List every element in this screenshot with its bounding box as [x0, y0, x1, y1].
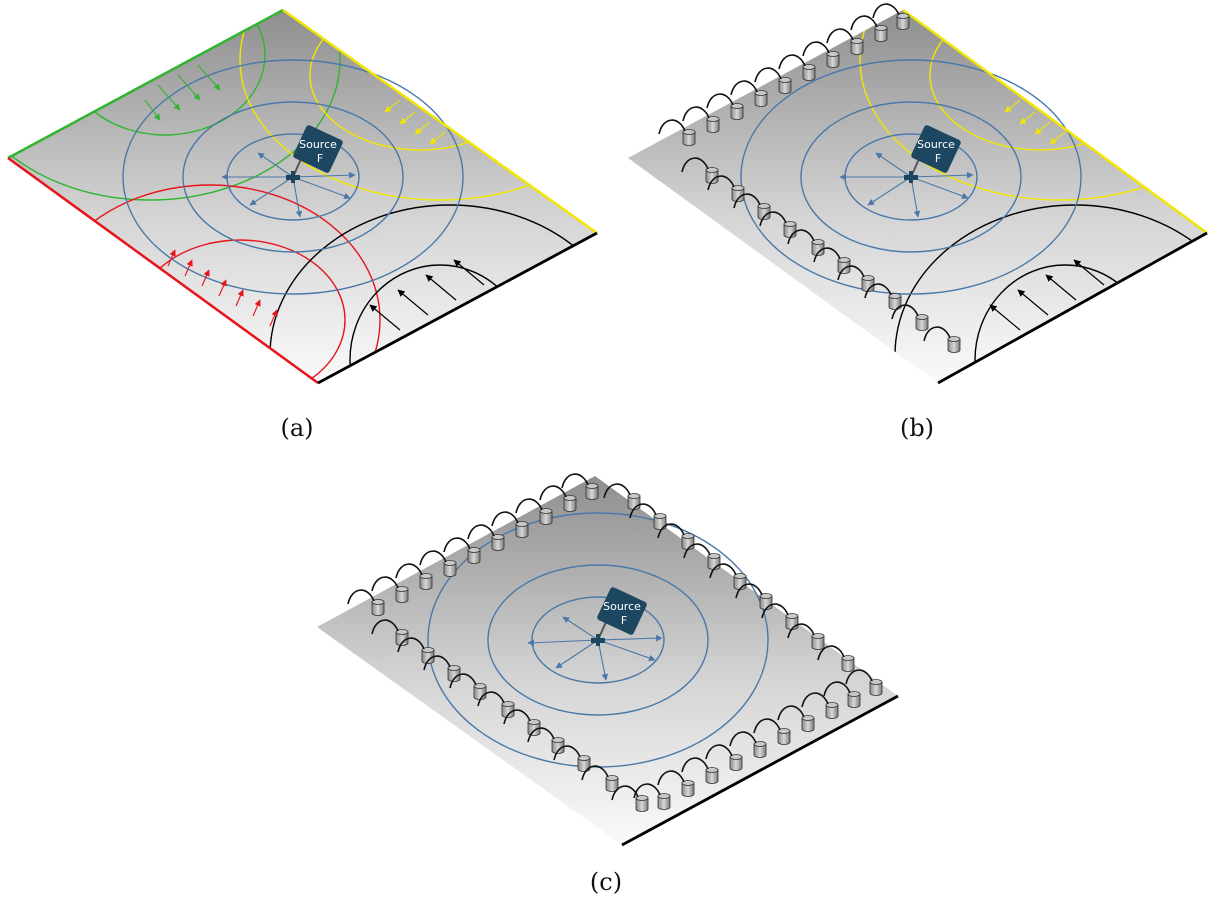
- edge-black-b: [937, 231, 1208, 385]
- source-icon-c: Source F: [591, 587, 647, 646]
- edge-yellow-b: [902, 8, 1208, 235]
- panel-c: Source F (c): [317, 473, 899, 896]
- plate-a: [8, 10, 597, 383]
- caption-a: (a): [280, 414, 313, 442]
- source-icon-a: Source F: [286, 125, 343, 183]
- edge-green-a: [7, 8, 284, 160]
- edge-yellow-a: [282, 8, 598, 235]
- plate-b: [628, 10, 1207, 383]
- caption-c: (c): [590, 868, 622, 896]
- caption-b: (b): [900, 414, 934, 442]
- source-label-line1: Source: [603, 600, 641, 613]
- source-label-line2: F: [935, 152, 941, 165]
- edge-black-a: [317, 231, 598, 385]
- source-label-line2: F: [621, 614, 627, 627]
- source-label-line1: Source: [299, 138, 337, 151]
- plate-c: [317, 476, 898, 845]
- panel-b: Source F (b): [628, 3, 1208, 442]
- source-label-line1: Source: [917, 138, 955, 151]
- source-label-line2: F: [317, 152, 323, 165]
- edge-black-c: [621, 694, 899, 847]
- edge-red-a: [7, 156, 319, 385]
- source-icon-b: Source F: [904, 125, 961, 183]
- panel-a: Source F (a): [7, 8, 598, 442]
